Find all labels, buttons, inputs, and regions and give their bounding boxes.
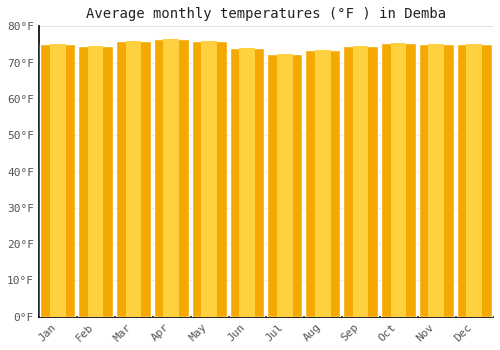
Bar — [50, 44, 66, 317]
Bar — [268, 54, 302, 317]
Bar — [192, 41, 226, 317]
Bar — [78, 46, 113, 317]
Bar — [202, 41, 217, 317]
Bar — [126, 41, 142, 317]
Bar — [88, 46, 104, 317]
Bar — [230, 48, 264, 317]
Bar — [154, 39, 188, 317]
Bar — [466, 44, 482, 317]
Bar — [315, 50, 330, 317]
Bar — [116, 41, 151, 317]
Bar — [381, 43, 416, 317]
Bar — [390, 43, 406, 317]
Bar — [428, 44, 444, 317]
Bar — [164, 39, 179, 317]
Bar — [456, 44, 492, 317]
Bar — [352, 46, 368, 317]
Title: Average monthly temperatures (°F ) in Demba: Average monthly temperatures (°F ) in De… — [86, 7, 446, 21]
Bar — [343, 46, 378, 317]
Bar — [306, 50, 340, 317]
Bar — [239, 48, 255, 317]
Bar — [419, 44, 454, 317]
Bar — [40, 44, 75, 317]
Bar — [277, 54, 292, 317]
